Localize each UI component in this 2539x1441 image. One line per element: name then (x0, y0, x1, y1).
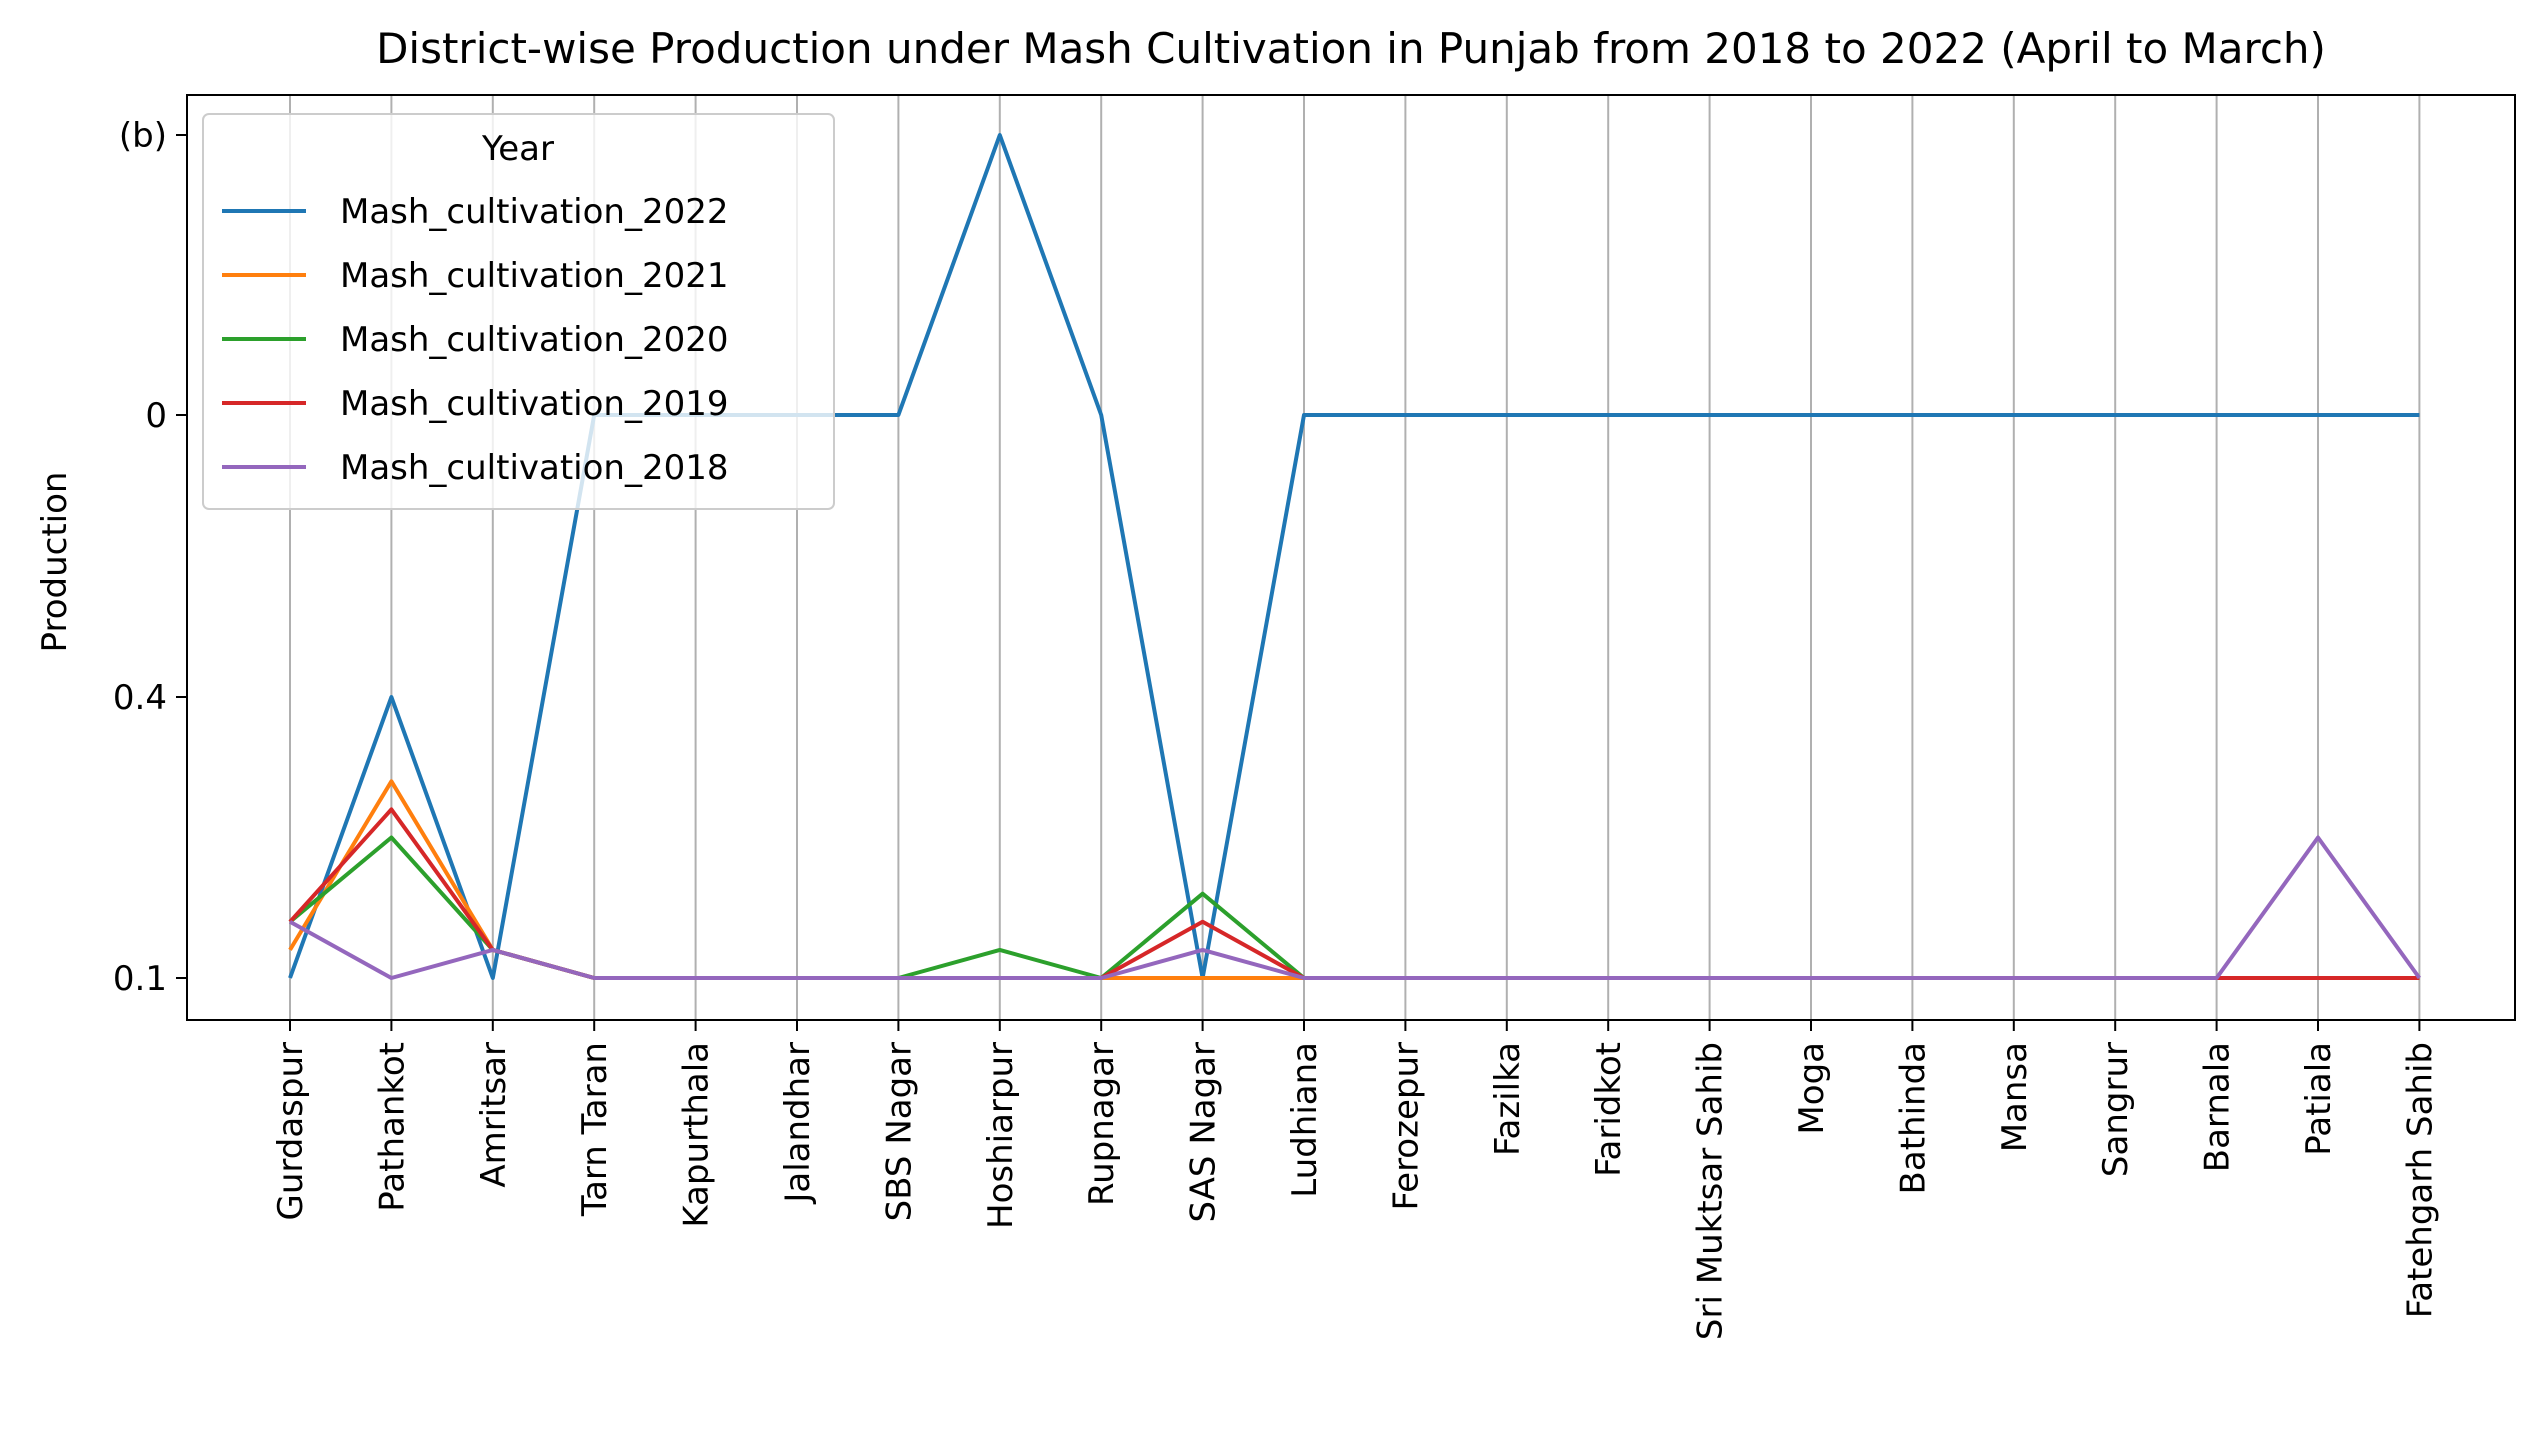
legend-entry-label: Mash_cultivation_2022 (340, 192, 729, 232)
legend: Year Mash_cultivation_2022Mash_cultivati… (202, 113, 835, 510)
x-tick-label: Ludhiana (1285, 1042, 1325, 1198)
series-lines (288, 133, 2422, 980)
x-tick-label: Pathankot (372, 1042, 412, 1212)
x-tick-label: Ferozepur (1386, 1042, 1426, 1211)
series-line (289, 835, 2422, 980)
legend-title: Year (481, 129, 554, 169)
series-line (288, 807, 2420, 980)
y-tick-label: (b) (119, 116, 167, 156)
chart-title: District-wise Production under Mash Cult… (376, 24, 2326, 73)
legend-entry-label: Mash_cultivation_2018 (340, 448, 729, 488)
y-axis-label: Production (35, 472, 75, 653)
series-line (288, 779, 2420, 980)
x-tick-label: Moga (1792, 1042, 1832, 1135)
x-tick-label: Sri Muktsar Sahib (1691, 1042, 1731, 1340)
x-tick-label: Patiala (2299, 1042, 2339, 1156)
legend-entries: Mash_cultivation_2022 Mash_cultivation_20… (222, 192, 729, 488)
y-tick-label: 0.1 (113, 959, 167, 999)
x-tick-label: Jalandhar (778, 1042, 818, 1205)
x-tick-label: Bathinda (1893, 1042, 1933, 1194)
x-tick-label: Kapurthala (677, 1042, 717, 1228)
x-axis: Gurdaspur Pathankot Amritsar Tarn Taran Kapu… (271, 1020, 2440, 1340)
legend-frame (202, 113, 835, 510)
x-tick-label: Amritsar (474, 1042, 514, 1188)
x-tick-label: SBS Nagar (879, 1042, 919, 1221)
y-tick-label: 0 (145, 396, 167, 436)
x-tick-label: Gurdaspur (271, 1042, 311, 1221)
x-tick-label: Mansa (1995, 1042, 2035, 1152)
x-tick-label: Hoshiarpur (981, 1042, 1021, 1229)
series-line (288, 835, 2420, 980)
x-tick-label: Sangrur (2096, 1042, 2136, 1177)
legend-entry-label: Mash_cultivation_2020 (340, 320, 729, 360)
x-tick-label: Faridkot (1589, 1042, 1629, 1177)
legend-entry-label: Mash_cultivation_2021 (340, 256, 729, 296)
y-axis: 0.1 0.4 0 (b) (113, 116, 187, 999)
x-tick-label: Fazilka (1488, 1042, 1528, 1156)
x-tick-label: Tarn Taran (575, 1042, 615, 1217)
y-tick-label: 0.4 (113, 678, 167, 718)
x-tick-label: Barnala (2198, 1042, 2238, 1172)
x-tick-label: Fatehgarh Sahib (2400, 1042, 2440, 1318)
x-tick-label: SAS Nagar (1184, 1042, 1224, 1223)
x-tick-label: Rupnagar (1082, 1042, 1122, 1206)
legend-entry-label: Mash_cultivation_2019 (340, 384, 729, 424)
plot-area-frame (186, 94, 2516, 1021)
